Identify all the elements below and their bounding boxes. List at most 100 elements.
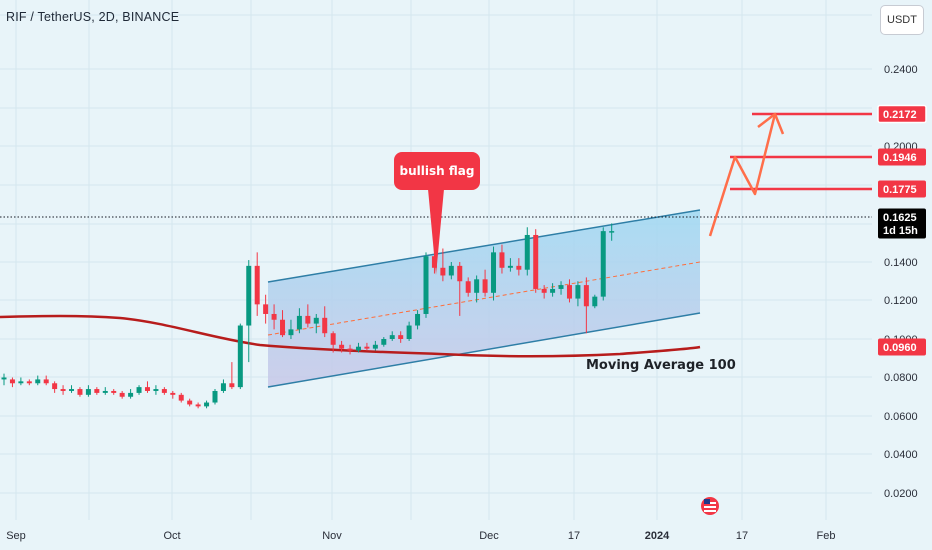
candle-body [600,231,606,297]
candle-body [246,265,252,326]
channel-upper-line [267,209,701,283]
projection-arrowhead [757,112,785,135]
projection-path [708,113,777,237]
candle-body [43,379,49,384]
badge-value: 0.1775 [883,184,917,196]
candle-body [592,296,598,307]
candle-body [280,319,286,336]
candle-body [465,281,471,293]
bullish-flag-channel [267,209,701,388]
candle-body [550,288,556,293]
candle-body [85,389,91,395]
candle-body [457,265,463,282]
callout-pointer [428,189,444,275]
badge-value: 0.2172 [883,109,917,121]
candle-body [178,394,184,401]
candle-body [220,383,226,391]
x-tick-label: Oct [163,530,180,542]
candle-body [347,348,353,351]
badge-value: 0.1625 [883,212,917,224]
x-tick-label: 2024 [645,530,670,542]
y-tick-label: 0.0200 [884,488,918,500]
candle-body [204,402,210,407]
candle-body [52,383,58,390]
y-tick-label: 0.2400 [884,64,918,76]
y-tick-label: 0.0800 [884,372,918,384]
moving-average-label: Moving Average 100 [586,358,736,373]
badge-box [878,148,926,166]
y-tick-label: 0.0600 [884,411,918,423]
candle-body [533,234,539,289]
price-badge: 0.1775 [878,180,926,198]
candle-body [491,252,497,293]
candle-body [575,285,581,299]
x-tick-label: Sep [6,530,26,542]
bullish-flag-callout: bullish flag [394,152,480,275]
grid-lines [0,0,872,520]
badge-box [878,338,926,356]
channel-lower-line [267,312,701,388]
candle-body [389,335,395,339]
candle-body [195,404,201,407]
candle-body [423,256,429,314]
candle-body [507,265,513,268]
callout-box [394,152,480,190]
candle-body [128,392,134,397]
candle-body [415,313,421,326]
candle-body [516,265,522,270]
price-badge: 0.0960 [878,338,926,356]
y-tick-label: 0.1200 [884,295,918,307]
candle-body [237,325,243,388]
candle-body [372,344,378,349]
candle-body [566,285,572,299]
x-tick-label: Feb [817,530,836,542]
candle-body [313,317,319,324]
resistance-levels [730,112,872,191]
candle-body [94,389,100,393]
candle-body [541,288,547,293]
currency-button[interactable]: USDT [880,5,924,35]
candle-body [499,252,505,268]
candle-body [474,279,480,293]
candle-body [111,390,117,393]
x-tick-label: Nov [322,530,342,542]
candle-body [18,381,24,384]
candle-body [69,389,75,391]
candle-body [288,329,294,336]
badge-value: 0.1946 [883,152,917,164]
badge-countdown: 1d 15h [883,225,918,237]
candle-body [558,285,564,289]
symbol-title[interactable]: RIF / TetherUS, 2D, BINANCE [6,10,180,24]
candle-body [144,387,150,391]
candle-body [187,400,193,405]
badge-value: 0.0960 [883,342,917,354]
y-axis-labels: 0.24000.20000.14000.12000.10000.08000.06… [884,64,918,500]
candle-body [609,231,615,233]
x-tick-label: Dec [479,530,499,542]
badge-box [878,180,926,198]
candle-body [364,346,370,349]
candle-body [339,344,345,349]
x-tick-label: 17 [736,530,748,542]
y-tick-label: 0.0400 [884,449,918,461]
candle-body [212,390,218,403]
candle-body [170,392,176,395]
channel-mid-line [267,261,701,336]
candle-body [296,315,302,330]
candle-body [77,389,83,395]
price-badge: 0.2172 [877,104,927,124]
candle-body [381,339,387,345]
candle-body [9,379,15,384]
candle-body [136,387,142,393]
candle-body [431,256,437,268]
badge-box [877,104,927,124]
candle-body [322,317,328,334]
price-badge: 0.1946 [878,148,926,166]
us-flag-icon[interactable] [701,497,719,515]
candle-body [263,304,269,314]
candle-body [161,389,167,393]
candle-body [482,279,488,293]
